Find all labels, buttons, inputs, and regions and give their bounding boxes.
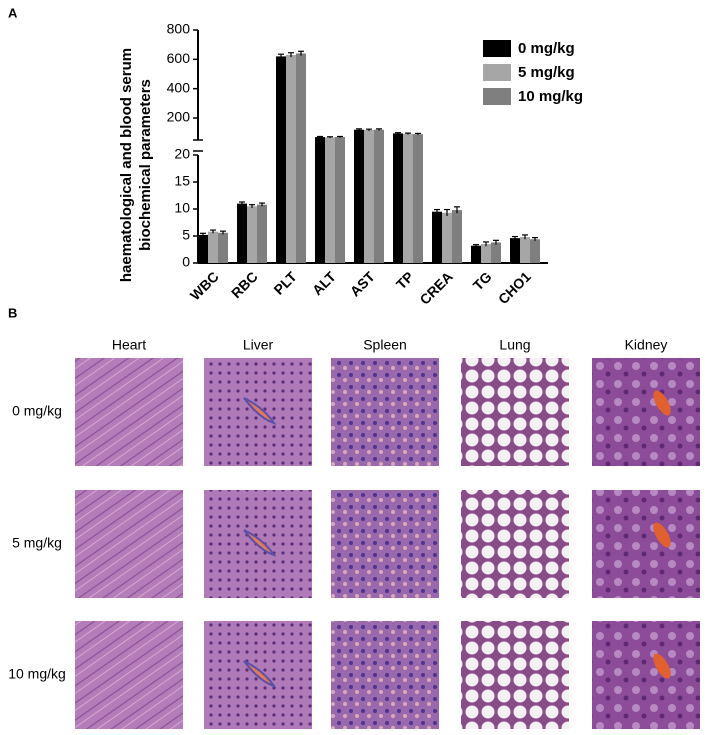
tissue-image — [592, 621, 700, 729]
legend-label: 5 mg/kg — [518, 64, 575, 81]
column-header: Liver — [243, 337, 274, 353]
bar-chart: 0 5 10 15 20 200 400 600 800 haematological and b… — [118, 21, 583, 308]
tissue-image — [331, 490, 439, 598]
tissue-image — [75, 621, 183, 729]
bar — [335, 137, 345, 263]
legend-label: 10 mg/kg — [518, 88, 583, 105]
column-header: Heart — [112, 337, 146, 353]
bar — [354, 129, 364, 263]
y-tick-label: 5 — [182, 227, 190, 243]
bar — [286, 54, 296, 263]
tissue-image — [592, 358, 700, 466]
vessel — [653, 522, 671, 548]
y-axis-label: biochemical parameters — [137, 79, 154, 251]
bar — [432, 211, 442, 263]
bar — [393, 133, 403, 263]
tissue-image — [75, 358, 183, 466]
bar — [403, 133, 413, 263]
x-tick-label: CHO1 — [495, 268, 534, 307]
tissue-image — [331, 358, 439, 466]
panel-label: A — [8, 5, 18, 20]
bar — [198, 234, 208, 263]
histology-grid: Heart Liver Spleen Lung Kidney 0 mg/kg 5 mg/kg… — [8, 337, 700, 729]
bar — [247, 206, 257, 263]
tissue-image — [461, 358, 569, 466]
x-tick-label: TG — [470, 268, 495, 293]
column-header: Kidney — [625, 337, 668, 353]
x-tick-label: AST — [347, 268, 378, 299]
tissue-image — [592, 490, 700, 598]
x-tick-label: CREA — [416, 268, 455, 307]
tissue-image — [331, 621, 439, 729]
x-tick-label: WBC — [187, 268, 222, 303]
x-tick-label: PLT — [270, 268, 300, 298]
row-label: 5 mg/kg — [12, 535, 62, 551]
tissue-image — [461, 621, 569, 729]
bar — [530, 239, 540, 263]
tissue-image — [75, 490, 183, 598]
panel-label: B — [8, 305, 17, 320]
legend-label: 0 mg/kg — [518, 40, 575, 57]
y-tick-label: 0 — [182, 254, 190, 270]
y-tick-label: 15 — [174, 173, 190, 189]
vessel — [653, 653, 671, 679]
vessel — [653, 390, 671, 416]
x-tick-label: ALT — [309, 268, 339, 298]
bar — [315, 137, 325, 263]
vessel — [243, 660, 277, 688]
y-tick-label: 10 — [174, 200, 190, 216]
row-label: 10 mg/kg — [8, 666, 66, 682]
bar — [325, 137, 335, 263]
x-tick-label: RBC — [228, 268, 261, 301]
y-tick-label: 600 — [167, 50, 191, 66]
row-label: 0 mg/kg — [12, 403, 62, 419]
legend-swatch — [483, 40, 511, 57]
y-tick-label: 20 — [174, 146, 190, 162]
bar — [491, 242, 501, 263]
vessel — [243, 397, 277, 425]
column-header: Lung — [499, 337, 530, 353]
x-tick-label: TP — [393, 268, 417, 292]
y-tick-label: 800 — [167, 21, 191, 37]
bar — [413, 134, 423, 263]
bar — [510, 238, 520, 263]
legend-swatch — [483, 88, 511, 105]
bar — [208, 231, 218, 263]
bar — [481, 244, 491, 263]
bar — [276, 56, 286, 264]
column-header: Spleen — [363, 337, 407, 353]
bar — [471, 245, 481, 263]
bar — [237, 203, 247, 263]
bar — [364, 130, 374, 263]
bar — [452, 210, 462, 263]
bar — [374, 129, 384, 263]
tissue-image — [461, 490, 569, 598]
y-axis-label: haematological and blood serum — [118, 48, 135, 282]
legend-swatch — [483, 64, 511, 81]
y-tick-label: 200 — [167, 109, 191, 125]
bar — [296, 53, 306, 263]
y-tick-label: 400 — [167, 79, 191, 95]
bar — [218, 232, 228, 263]
bar — [442, 212, 452, 263]
bar — [257, 204, 267, 263]
bar — [520, 237, 530, 263]
vessel — [243, 529, 277, 557]
